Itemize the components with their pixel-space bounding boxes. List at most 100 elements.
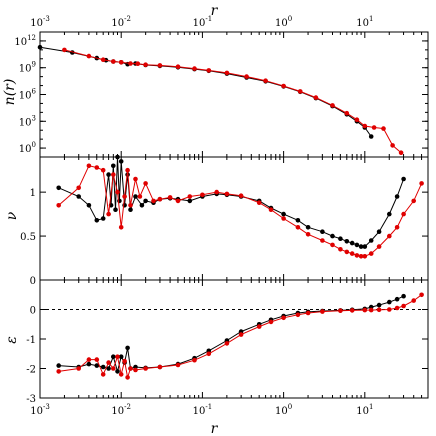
data-point bbox=[394, 194, 400, 199]
data-point bbox=[256, 200, 262, 205]
y-tick-label: 0 bbox=[30, 306, 36, 317]
data-point bbox=[115, 369, 120, 374]
top-x-tick-label: 100 bbox=[275, 15, 292, 29]
data-point bbox=[122, 194, 127, 199]
data-point bbox=[76, 185, 81, 191]
data-point bbox=[387, 211, 392, 217]
data-point bbox=[115, 154, 120, 160]
data-point bbox=[113, 207, 118, 212]
data-point bbox=[281, 315, 286, 321]
data-point bbox=[106, 211, 111, 217]
data-point bbox=[94, 165, 100, 170]
data-point bbox=[338, 236, 343, 241]
data-point bbox=[175, 362, 181, 368]
data-point bbox=[362, 244, 368, 249]
y-tick-label: 0 bbox=[30, 276, 36, 287]
data-point bbox=[305, 225, 311, 230]
top-x-tick-label: 101 bbox=[356, 15, 373, 29]
data-point bbox=[320, 238, 325, 243]
axis-ticks: 100 103 106 109 1012 10-3 10-2 10-1 100 101 0 0.5 1 -… bbox=[14, 15, 429, 417]
top-y-axis-title: n(r) bbox=[2, 79, 18, 106]
y-tick-label: 103 bbox=[19, 114, 36, 128]
data-point bbox=[281, 211, 286, 217]
data-point bbox=[238, 193, 244, 198]
data-point bbox=[118, 60, 124, 65]
bottom-x-tick-label: 100 bbox=[275, 403, 292, 417]
series-line-top-0 bbox=[39, 46, 372, 137]
data-point bbox=[387, 299, 392, 305]
top-x-axis-title: r bbox=[211, 3, 219, 19]
data-point bbox=[376, 302, 382, 308]
data-point bbox=[76, 366, 81, 371]
data-point bbox=[244, 74, 249, 79]
data-point bbox=[381, 126, 386, 131]
data-point bbox=[401, 293, 406, 299]
bottom-x-axis-title: r bbox=[211, 421, 219, 436]
data-point bbox=[125, 375, 130, 380]
y-tick-label: -3 bbox=[26, 394, 36, 405]
data-point bbox=[313, 95, 319, 100]
top-x-tick-label: 10-1 bbox=[193, 15, 213, 29]
data-point bbox=[125, 167, 130, 173]
data-point bbox=[118, 372, 124, 377]
data-point bbox=[192, 357, 197, 363]
data-point bbox=[344, 110, 350, 116]
data-series bbox=[37, 44, 428, 380]
data-point bbox=[295, 225, 301, 230]
data-point bbox=[368, 307, 374, 313]
data-point bbox=[368, 238, 374, 243]
data-point bbox=[122, 358, 127, 364]
data-point bbox=[401, 176, 406, 182]
data-point bbox=[376, 307, 382, 313]
data-point bbox=[320, 309, 325, 314]
data-point bbox=[206, 68, 212, 73]
data-point bbox=[281, 216, 286, 221]
y-tick-label: 100 bbox=[19, 141, 36, 155]
y-tick-label: 0.5 bbox=[20, 232, 36, 243]
data-point bbox=[368, 251, 374, 256]
data-point bbox=[118, 159, 124, 164]
data-point bbox=[354, 242, 360, 248]
data-point bbox=[56, 369, 61, 374]
data-point bbox=[200, 192, 205, 198]
data-point bbox=[111, 172, 116, 177]
data-point bbox=[214, 189, 219, 195]
data-point bbox=[143, 366, 148, 371]
y-tick-label: 106 bbox=[19, 88, 37, 102]
data-point bbox=[106, 366, 111, 371]
data-point bbox=[56, 185, 61, 191]
data-point bbox=[118, 354, 124, 360]
data-point bbox=[256, 324, 262, 329]
data-point bbox=[419, 292, 424, 298]
data-point bbox=[94, 218, 100, 223]
y-tick-label: 1 bbox=[30, 188, 36, 199]
data-point bbox=[268, 319, 274, 325]
data-point bbox=[371, 125, 377, 130]
data-point bbox=[192, 66, 197, 71]
data-point bbox=[111, 59, 116, 64]
data-point bbox=[297, 89, 303, 94]
data-point bbox=[330, 103, 335, 108]
data-point bbox=[151, 198, 156, 204]
data-point bbox=[128, 207, 133, 212]
data-point bbox=[100, 57, 106, 62]
y-tick-label: -1 bbox=[26, 335, 36, 346]
data-point bbox=[133, 194, 138, 199]
data-point bbox=[115, 189, 120, 195]
data-point bbox=[106, 360, 111, 365]
data-point bbox=[401, 211, 406, 217]
data-point bbox=[281, 83, 286, 89]
top-x-tick-label: 10-3 bbox=[30, 15, 50, 29]
data-point bbox=[175, 198, 181, 204]
data-point bbox=[224, 70, 230, 76]
bottom-x-tick-label: 101 bbox=[356, 403, 373, 417]
data-point bbox=[94, 357, 100, 362]
data-point bbox=[128, 61, 133, 66]
data-point bbox=[394, 296, 400, 302]
data-point bbox=[128, 366, 133, 371]
data-point bbox=[86, 163, 92, 169]
data-point bbox=[387, 233, 392, 239]
data-point bbox=[401, 303, 406, 309]
data-point bbox=[125, 345, 130, 351]
